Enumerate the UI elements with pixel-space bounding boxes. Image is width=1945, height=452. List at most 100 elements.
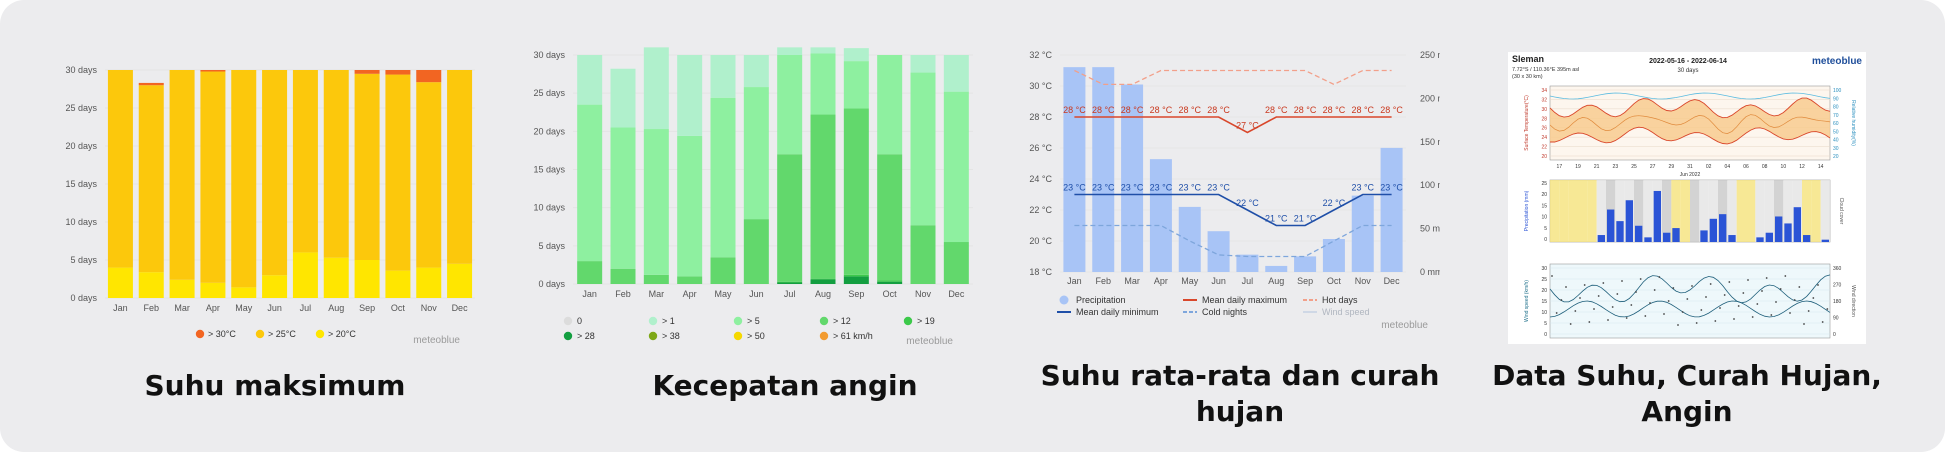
meteogram-location: Sleman [1512, 54, 1544, 64]
max-data-label: 27 °C [1236, 121, 1259, 131]
y-right-tick-label: 200 mm [1420, 93, 1440, 103]
bar-segment [843, 108, 869, 275]
bar-segment [810, 114, 836, 279]
legend-swatch [819, 316, 829, 326]
legend-swatch [1059, 295, 1069, 305]
wind-direction-dot [1639, 278, 1642, 280]
wind-direction-dot [1723, 294, 1726, 296]
wind-direction-dot [1551, 275, 1553, 277]
wind-direction-tick-label: 0 [1833, 332, 1836, 338]
bar-segment [877, 55, 903, 155]
bar-segment [810, 278, 836, 280]
wind-direction-dot [1709, 283, 1712, 285]
precipitation-bar [1063, 67, 1086, 272]
bar-segment [200, 71, 226, 283]
wind-direction-dot [1695, 322, 1698, 324]
bar-segment [610, 268, 636, 284]
cloud-cover-cell [1755, 180, 1765, 242]
humidity-tick-label: 60 [1833, 121, 1839, 127]
bar-segment [385, 270, 411, 298]
cloud-cover-cell [1811, 180, 1821, 242]
y-left-tick-label: 26 °C [1029, 143, 1052, 153]
bar-segment [710, 55, 736, 98]
wind-direction-dot [1663, 313, 1665, 315]
wind-direction-dot [1789, 312, 1791, 314]
min-data-label: 23 °C [1351, 183, 1374, 193]
wind-direction-dot [1616, 293, 1619, 295]
day-tick-label: 23 [1613, 164, 1619, 170]
max-data-label: 28 °C [1150, 105, 1173, 115]
y-tick-label: 25 days [533, 88, 565, 98]
bar-segment [777, 47, 803, 55]
precipitation-bar [1351, 195, 1374, 272]
day-tick-label: 21 [1594, 164, 1600, 170]
bar-segment [910, 72, 936, 226]
precipitation-bar [1719, 214, 1727, 242]
day-tick-label: 06 [1743, 164, 1749, 170]
y-right-tick-label: 50 mm [1420, 224, 1440, 234]
y-right-tick-label: 250 mm [1420, 50, 1440, 60]
precipitation-bar [1784, 223, 1792, 242]
wind-direction-dot [1597, 295, 1600, 297]
bar-segment [169, 279, 195, 298]
mean-daily-minimum-line [1074, 193, 1392, 227]
cloud-cover-cell [1708, 180, 1718, 242]
x-tick-label: Oct [391, 303, 406, 313]
humidity-tick-label: 30 [1833, 146, 1839, 152]
bar-segment [416, 267, 442, 298]
x-tick-label: Jun [1211, 276, 1226, 286]
wind-tick-label: 15 [1541, 299, 1547, 305]
day-tick-label: 04 [1725, 164, 1731, 170]
precipitation-bar [1092, 67, 1115, 272]
temp-precip-chart: 28 °C 28 °C 28 °C 28 °C 28 °C 28 °C 27 °C 28 °C… [1029, 50, 1452, 331]
x-tick-label: Jul [300, 303, 312, 313]
bar-segment [292, 252, 318, 298]
meteogram-dates: 2022-05-16 - 2022-06-14 [1649, 58, 1727, 65]
precipitation-bar [1663, 232, 1671, 242]
cloud-cover-cell [1774, 180, 1784, 242]
precip-tick-label: 0 [1544, 237, 1547, 243]
min-data-label: 22 °C [1323, 198, 1346, 208]
humidity-tick-label: 80 [1833, 105, 1839, 111]
wind-direction-dot [1803, 323, 1805, 325]
hot-days-line [1074, 69, 1392, 86]
wind-direction-dot [1765, 277, 1768, 279]
wind-direction-dot [1579, 297, 1581, 299]
wind-direction-dot [1593, 308, 1595, 310]
humidity-tick-label: 20 [1833, 154, 1839, 160]
temp-tick-label: 26 [1541, 126, 1547, 132]
wind-direction-dot [1667, 300, 1670, 302]
x-tick-label: Feb [143, 303, 159, 313]
y-tick-label: 30 days [65, 65, 97, 75]
bar-segment [810, 47, 836, 54]
bar-segment [843, 274, 869, 277]
bar-segment [710, 97, 736, 258]
bar-segment [677, 55, 703, 136]
x-tick-label: Apr [206, 303, 220, 313]
wind-direction-dot [1677, 324, 1679, 326]
precipitation-bar [1178, 206, 1201, 272]
legend-swatch [255, 329, 265, 339]
x-tick-label: Aug [815, 289, 831, 299]
wind-direction-dot [1751, 316, 1754, 318]
legend-label: 0 [577, 316, 582, 326]
meteogram-grid: (30 x 30 km) [1512, 74, 1543, 80]
temp-tick-label: 30 [1541, 107, 1547, 113]
y-tick-label: 0 days [70, 293, 97, 303]
wind-direction-dot [1747, 279, 1749, 281]
legend-label: > 28 [577, 331, 595, 341]
precipitation-bar [1672, 228, 1680, 242]
humidity-tick-label: 90 [1833, 96, 1839, 102]
precipitation-bar [1294, 256, 1317, 272]
precipitation-bar [1765, 232, 1773, 242]
cloud-cover-cell [1783, 180, 1793, 242]
bar-segment [138, 85, 164, 273]
bar-segment [262, 275, 288, 298]
humidity-axis-label: Relative humidity(%) [1850, 100, 1856, 146]
legend-label: > 30°C [208, 329, 236, 339]
bar-segment [743, 219, 769, 284]
bar-segment [743, 87, 769, 220]
wind-direction-dot [1583, 284, 1586, 286]
legend-label: > 50 [747, 331, 765, 341]
x-tick-label: Nov [915, 289, 932, 299]
